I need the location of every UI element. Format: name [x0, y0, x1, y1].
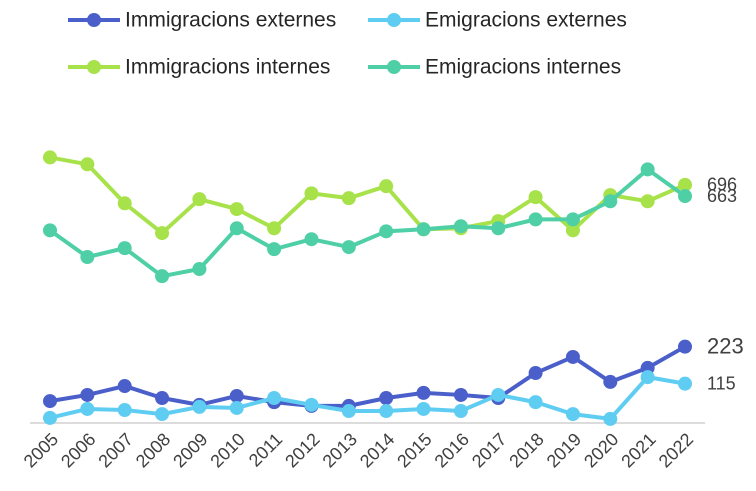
data-point [453, 404, 468, 419]
data-point [528, 395, 543, 410]
data-point [155, 226, 170, 241]
data-point [267, 221, 282, 236]
data-point [565, 223, 580, 238]
data-point [80, 401, 95, 416]
data-point [491, 387, 506, 402]
data-point [80, 157, 95, 172]
legend-text: Immigracions internes [125, 56, 330, 79]
data-point [603, 194, 618, 209]
data-point [416, 222, 431, 237]
series-line [49, 375, 686, 421]
data-point [43, 394, 57, 409]
data-point [43, 410, 57, 425]
legend-marker [387, 13, 401, 27]
data-point [43, 223, 57, 238]
x-tick-label: 2013 [319, 429, 361, 471]
data-point [117, 402, 132, 417]
data-point [267, 391, 282, 406]
data-point [155, 407, 170, 422]
data-label: 696 [707, 175, 737, 195]
data-point [565, 349, 580, 364]
data-point [640, 162, 655, 177]
data-point [229, 400, 244, 415]
data-point [453, 219, 468, 234]
data-point [565, 407, 580, 422]
x-tick-label: 2012 [281, 429, 323, 471]
x-tick-label: 2016 [431, 429, 473, 471]
data-point [678, 339, 692, 354]
data-label: 223 [707, 333, 744, 358]
data-point [341, 240, 356, 255]
legend-text: Emigracions externes [425, 9, 627, 32]
legend-marker [387, 60, 401, 74]
data-point [117, 241, 132, 256]
data-point [603, 411, 618, 426]
data-point [416, 385, 431, 400]
data-point [192, 262, 207, 276]
data-label: 115 [707, 373, 736, 393]
data-point [603, 374, 618, 389]
data-point [528, 366, 543, 381]
data-point [491, 221, 506, 236]
data-point [379, 224, 394, 239]
data-point [453, 387, 468, 402]
legend-text: Emigracions internes [425, 56, 621, 79]
x-tick-label: 2022 [655, 429, 697, 471]
x-tick-label: 2006 [57, 429, 99, 471]
x-tick-label: 2009 [169, 429, 211, 471]
data-point [640, 194, 655, 209]
data-point [267, 242, 282, 257]
data-point [678, 177, 692, 192]
data-point [528, 212, 543, 227]
x-tick-label: 2015 [393, 429, 435, 471]
data-point [117, 196, 132, 211]
data-point [341, 191, 356, 206]
data-label: 663 [707, 186, 737, 206]
data-point [379, 179, 394, 194]
data-point [229, 202, 244, 217]
data-point [43, 150, 57, 165]
data-point [678, 189, 692, 204]
x-tick-label: 2017 [468, 429, 510, 471]
legend-marker [87, 13, 101, 27]
series-line [49, 155, 686, 236]
legend-text: Immigracions externes [125, 9, 336, 32]
data-point [192, 192, 207, 207]
data-point [379, 404, 394, 419]
x-tick-label: 2007 [94, 429, 136, 471]
series-line [49, 344, 686, 408]
data-point [80, 387, 95, 402]
data-point [80, 250, 95, 265]
data-point [155, 391, 170, 406]
data-point [192, 399, 207, 414]
data-point [678, 376, 692, 391]
data-point [565, 212, 580, 227]
data-point [304, 397, 319, 412]
x-tick-label: 2005 [20, 429, 62, 471]
x-tick-label: 2020 [580, 429, 622, 471]
data-point [416, 401, 431, 416]
x-tick-label: 2010 [206, 429, 248, 471]
legend-marker [87, 60, 101, 74]
data-point [640, 370, 655, 385]
x-tick-label: 2008 [132, 429, 174, 471]
x-tick-label: 2018 [505, 429, 547, 471]
data-point [341, 404, 356, 419]
data-point [304, 186, 319, 201]
x-tick-label: 2019 [543, 429, 585, 471]
x-tick-label: 2014 [356, 429, 398, 471]
data-point [117, 379, 132, 394]
data-point [379, 391, 394, 406]
x-tick-label: 2011 [245, 429, 287, 471]
series-line [48, 167, 687, 279]
data-point [229, 221, 244, 236]
data-point [155, 269, 170, 284]
data-point [304, 232, 319, 247]
x-tick-label: 2021 [617, 429, 659, 471]
data-point [229, 388, 244, 403]
data-point [528, 190, 543, 205]
